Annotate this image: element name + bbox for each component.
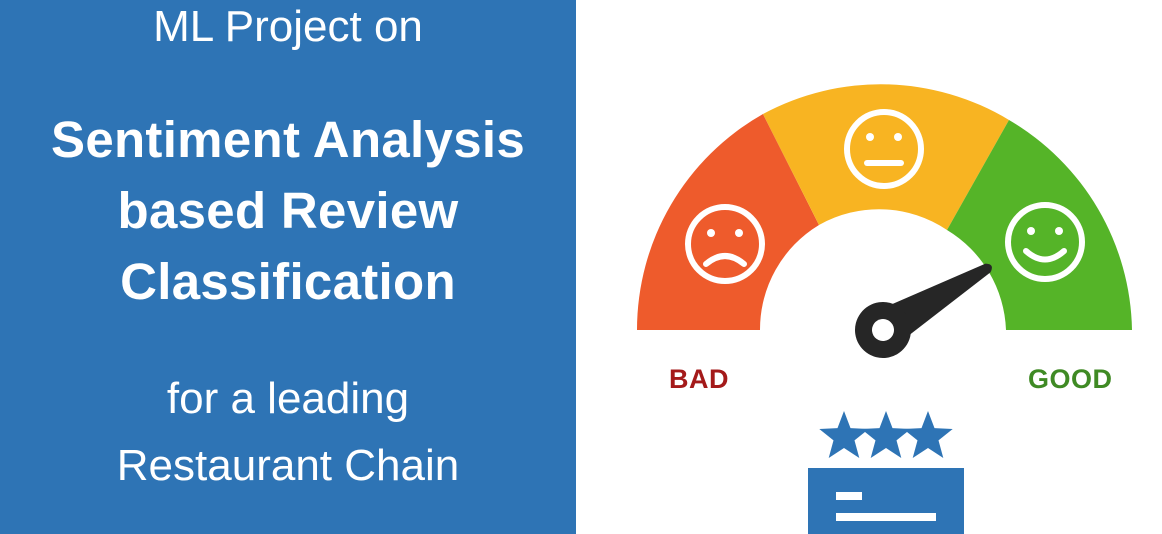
subtitle-line: Restaurant Chain bbox=[116, 441, 460, 490]
sad-face-icon bbox=[685, 204, 765, 284]
star-icon bbox=[903, 411, 953, 458]
sentiment-illustration: BAD GOOD bbox=[576, 0, 1162, 534]
star-icon bbox=[861, 411, 911, 458]
star-icon bbox=[819, 411, 869, 458]
neutral-face-icon bbox=[844, 109, 924, 189]
gauge-segment-good bbox=[947, 120, 1132, 330]
project-title-line: Sentiment Analysis bbox=[51, 111, 525, 168]
subtitle: for a leading Restaurant Chain bbox=[0, 365, 576, 499]
good-label: GOOD bbox=[1028, 364, 1113, 394]
gauge-needle bbox=[855, 263, 992, 358]
title-panel: ML Project on Sentiment Analysis based R… bbox=[0, 0, 576, 534]
sentiment-gauge bbox=[637, 84, 1132, 534]
project-title: Sentiment Analysis based Review Classifi… bbox=[0, 104, 576, 317]
project-title-line: based Review bbox=[117, 182, 459, 239]
bad-label: BAD bbox=[669, 364, 729, 394]
review-card-icon bbox=[808, 468, 964, 534]
rating-stars bbox=[819, 411, 953, 458]
project-title-line: Classification bbox=[120, 253, 456, 310]
subtitle-line: for a leading bbox=[166, 374, 410, 423]
intro-text: ML Project on bbox=[153, 2, 423, 51]
gauge-segment-neutral bbox=[763, 84, 1009, 230]
gauge-segment-bad bbox=[637, 114, 819, 330]
happy-face-icon bbox=[1005, 202, 1085, 282]
